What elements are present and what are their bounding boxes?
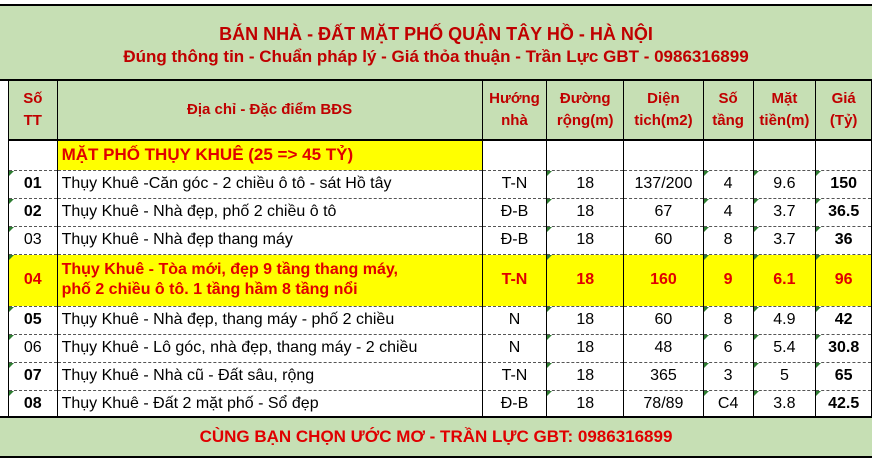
area-cell: 60 [623,226,704,255]
address-cell: Thụy Khuê - Lô góc, nhà đẹp, thang máy -… [56,334,483,363]
direction-cell: T-N [481,170,548,199]
stt-cell: 01 [8,170,58,199]
table-row[interactable]: 03 Thụy Khuê - Nhà đẹp thang máy Đ-B 18 60 8 3… [8,226,872,255]
title-line2: Đúng thông tin - Chuẩn pháp lý - Giá thỏ… [123,47,749,66]
header-floors: Số tầng [702,81,754,141]
direction-cell: Đ-B [481,198,548,227]
address-cell: Thụy Khuê - Tòa mới, đẹp 9 tầng thang má… [56,254,483,307]
area-cell: 137/200 [623,170,704,199]
header-area: Diện tich(m2) [623,81,704,141]
direction-cell: T-N [481,254,548,307]
header-stt: Số TT [8,81,58,141]
area-cell: 60 [623,306,704,335]
road-cell: 18 [546,170,625,199]
area-cell: 48 [623,334,704,363]
address-cell: Thụy Khuê - Nhà đẹp thang máy [56,226,483,255]
stt-cell: 02 [8,198,58,227]
area-cell: 365 [623,362,704,391]
address-cell: Thụy Khuê - Nhà cũ - Đất sâu, rộng [56,362,483,391]
floors-cell: 4 [702,198,754,227]
direction-cell: T-N [481,362,548,391]
floors-cell: 8 [702,226,754,255]
floors-cell: 6 [702,334,754,363]
frontage-cell: 3.7 [752,226,817,255]
price-cell: 30.8 [815,334,872,363]
price-cell: 42.5 [815,390,872,419]
road-cell: 18 [546,306,625,335]
address-cell: Thụy Khuê - Nhà đẹp, phố 2 chiều ô tô [56,198,483,227]
frontage-cell: 9.6 [752,170,817,199]
frontage-cell: 5.4 [752,334,817,363]
floors-cell: 3 [702,362,754,391]
area-cell: 78/89 [623,390,704,419]
road-cell: 18 [546,198,625,227]
table-row[interactable]: 06 Thụy Khuê - Lô góc, nhà đẹp, thang máy… [8,334,872,363]
frontage-cell: 4.9 [752,306,817,335]
table-row[interactable]: 04 Thụy Khuê - Tòa mới, đẹp 9 tầng thang … [8,254,872,307]
road-cell: 18 [546,362,625,391]
road-cell: 18 [546,254,625,307]
header-address: Địa chỉ - Đặc điểm BĐS [56,81,483,141]
direction-cell: Đ-B [481,226,548,255]
stt-cell: 04 [8,254,58,307]
section-row: MẶT PHỐ THỤY KHUÊ (25 => 45 TỶ) [8,140,872,171]
section-title: MẶT PHỐ THỤY KHUÊ (25 => 45 TỶ) [56,140,483,171]
header-direction: Hướng nhà [481,81,548,141]
price-cell: 96 [815,254,872,307]
address-cell: Thụy Khuê - Nhà đẹp, thang máy - phố 2 c… [56,306,483,335]
listing-table: Số TT Địa chỉ - Đặc điểm BĐS Hướng nhà Đườ… [8,81,872,419]
direction-cell: Đ-B [481,390,548,419]
stt-cell: 05 [8,306,58,335]
table-row[interactable]: 07 Thụy Khuê - Nhà cũ - Đất sâu, rộng T-N 1… [8,362,872,391]
table-row[interactable]: 05 Thụy Khuê - Nhà đẹp, thang máy - phố 2… [8,306,872,335]
stt-cell: 07 [8,362,58,391]
address-cell: Thụy Khuê - Đất 2 mặt phố - Sổ đẹp [56,390,483,419]
price-cell: 150 [815,170,872,199]
floors-cell: 4 [702,170,754,199]
floors-cell: 8 [702,306,754,335]
footer-banner: CÙNG BẠN CHỌN ƯỚC MƠ - TRẦN LỰC GBT: 098… [0,416,872,458]
header-road: Đường rộng(m) [546,81,625,141]
stt-cell: 06 [8,334,58,363]
stt-cell: 03 [8,226,58,255]
frontage-cell: 6.1 [752,254,817,307]
price-cell: 36.5 [815,198,872,227]
road-cell: 18 [546,334,625,363]
table-row[interactable]: 02 Thụy Khuê - Nhà đẹp, phố 2 chiều ô tô Đ… [8,198,872,227]
price-cell: 65 [815,362,872,391]
header-frontage: Mặt tiền(m) [752,81,817,141]
direction-cell: N [481,334,548,363]
direction-cell: N [481,306,548,335]
table-row[interactable]: 01 Thụy Khuê -Căn góc - 2 chiều ô tô - sá… [8,170,872,199]
stt-cell: 08 [8,390,58,419]
area-cell: 160 [623,254,704,307]
frontage-cell: 3.7 [752,198,817,227]
price-cell: 42 [815,306,872,335]
floors-cell: 9 [702,254,754,307]
title-line1: BÁN NHÀ - ĐẤT MẶT PHỐ QUẬN TÂY HỒ - HÀ N… [219,24,653,44]
price-cell: 36 [815,226,872,255]
frontage-cell: 3.8 [752,390,817,419]
road-cell: 18 [546,226,625,255]
area-cell: 67 [623,198,704,227]
sheet-title: BÁN NHÀ - ĐẤT MẶT PHỐ QUẬN TÂY HỒ - HÀ N… [0,4,872,81]
address-cell: Thụy Khuê -Căn góc - 2 chiều ô tô - sát … [56,170,483,199]
table-row[interactable]: 08 Thụy Khuê - Đất 2 mặt phố - Sổ đẹp Đ-B 1… [8,390,872,419]
header-price: Giá (Tỷ) [815,81,872,141]
frontage-cell: 5 [752,362,817,391]
floors-cell: C4 [702,390,754,419]
road-cell: 18 [546,390,625,419]
